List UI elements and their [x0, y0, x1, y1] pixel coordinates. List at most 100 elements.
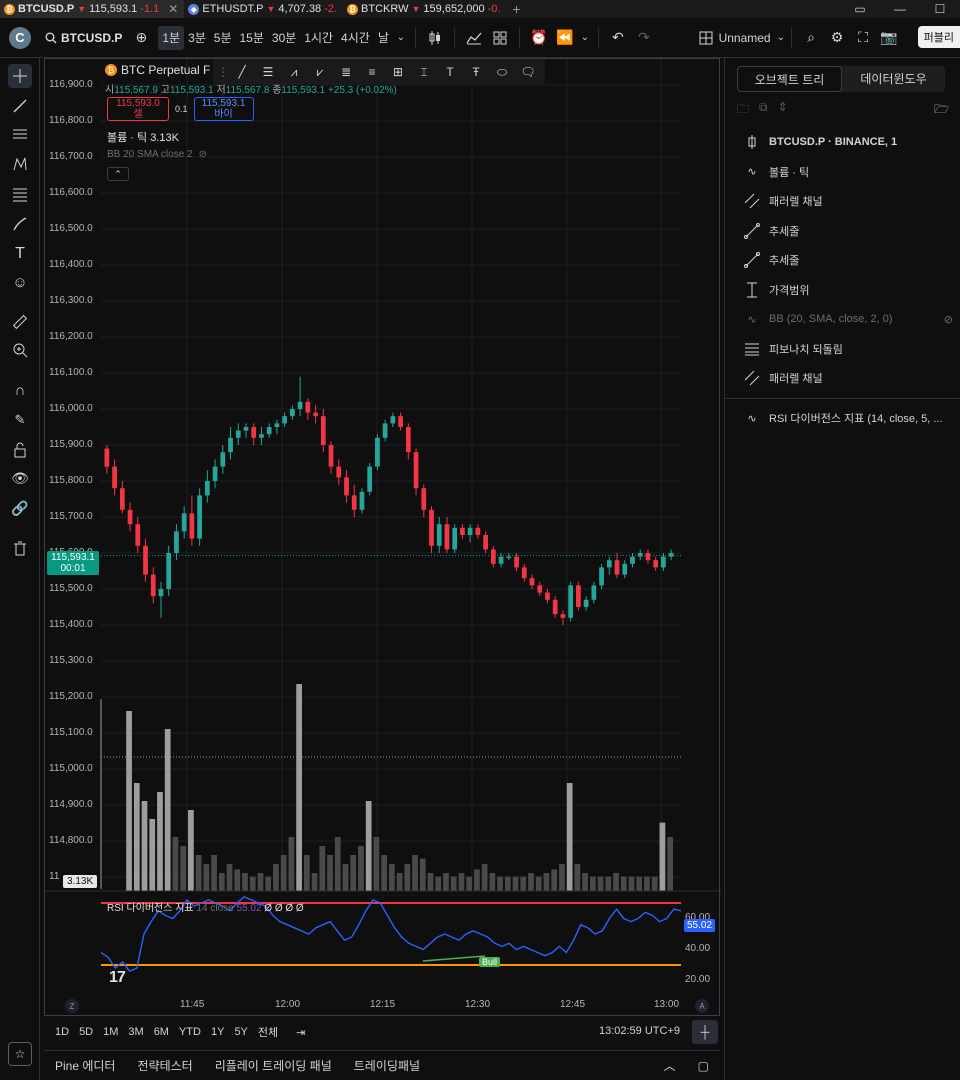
add-tab-button[interactable]: + — [512, 1, 521, 17]
tab-pine-editor[interactable]: Pine 에디터 — [55, 1059, 116, 1073]
trendline-tool-icon[interactable] — [8, 94, 32, 118]
comment-icon[interactable]: 🗨 — [520, 65, 536, 79]
redo-icon[interactable]: ↷ — [637, 29, 650, 45]
ruler-icon[interactable] — [8, 310, 32, 334]
fib-extension-icon[interactable]: ≡ — [368, 65, 376, 79]
brush-icon[interactable] — [8, 212, 32, 236]
range-1y[interactable]: 1Y — [210, 1026, 225, 1038]
object-tree-item[interactable]: 추세줄 — [743, 221, 953, 241]
range-ytd[interactable]: YTD — [178, 1026, 201, 1038]
tab-data-window[interactable]: 데이터윈도우 — [860, 72, 927, 86]
interval-5m[interactable]: 5분 — [213, 31, 232, 45]
emoji-icon[interactable]: ☺ — [12, 273, 28, 291]
interval-day[interactable]: 날 — [377, 31, 389, 45]
rsi-legend[interactable]: RSI 다이버전스 지표 14 close 55.02 Ø Ø Ø Ø — [107, 903, 304, 914]
buy-button[interactable]: 115,593.1 바이 — [193, 97, 254, 121]
horizontal-lines-icon[interactable] — [8, 122, 32, 146]
undo-icon[interactable]: ↶ — [611, 29, 624, 45]
utc-clock[interactable]: 13:02:59 UTC+9 — [598, 1025, 680, 1037]
minimize-icon[interactable]: — — [894, 2, 906, 16]
tradingview-logo[interactable]: 17 — [109, 969, 126, 986]
range-6m[interactable]: 6M — [153, 1026, 169, 1038]
object-tree-item[interactable]: ∿ BB (20, SMA, close, 2, 0) ⊘ — [743, 309, 953, 329]
trendline-tool-icon[interactable]: ╱ — [238, 65, 246, 79]
object-tree-item[interactable]: 패러렐 채널 — [743, 368, 953, 388]
interval-15m[interactable]: 15분 — [239, 31, 264, 45]
drag-handle-icon[interactable]: ⋮ — [217, 65, 229, 79]
tab-trading-panel[interactable]: 트레이딩패널 — [353, 1059, 421, 1073]
range-1m[interactable]: 1M — [103, 1026, 119, 1038]
user-avatar[interactable]: C — [9, 26, 31, 49]
interval-1m[interactable]: 1분 — [158, 25, 185, 50]
quick-search-icon[interactable]: ⌕ — [807, 29, 815, 45]
horizontal-lines-icon[interactable]: ☰ — [262, 65, 274, 79]
lock-pencil-icon[interactable]: ✎ — [14, 412, 26, 427]
fib-tool-icon[interactable] — [8, 182, 32, 206]
indicators-icon[interactable] — [461, 25, 487, 51]
rsi-indicator-item[interactable]: ∿ RSI 다이버전스 지표 (14, close, 5, ... — [743, 408, 953, 428]
text-tool-icon[interactable]: T — [446, 65, 454, 79]
sell-button[interactable]: 115,593.0 셀 — [107, 97, 169, 121]
interval-3m[interactable]: 3분 — [188, 31, 206, 45]
replay-icon[interactable]: ⏪ — [556, 29, 574, 45]
object-tree-item[interactable]: BTCUSD.P · BINANCE, 1 — [743, 132, 953, 152]
grid-tool-icon[interactable]: ⊞ — [392, 65, 404, 79]
tab-btckrw[interactable]: ₿ BTCKRW ▼ 159,652,000 -0. — [343, 0, 506, 18]
auto-scale-button[interactable]: A — [695, 999, 709, 1013]
chevron-down-icon[interactable]: ⌄ — [580, 32, 590, 43]
interval-1h[interactable]: 1시간 — [304, 31, 334, 45]
publish-button[interactable]: 퍼블리 — [917, 26, 960, 48]
templates-icon[interactable] — [487, 25, 513, 51]
alert-clock-icon[interactable]: ⏰ — [530, 29, 548, 45]
range-5y[interactable]: 5Y — [234, 1026, 248, 1038]
hidden-eye-icon[interactable]: ⊘ — [198, 149, 207, 160]
tab-replay-trading[interactable]: 리플레이 트레이딩 패널 — [214, 1059, 332, 1073]
xabcd-pattern-icon[interactable]: ⩘ — [290, 64, 298, 79]
go-to-date-icon[interactable]: ⇥ — [296, 1026, 306, 1039]
hidden-eye-icon[interactable]: ⊘ — [943, 313, 953, 326]
tab-object-tree[interactable]: 오브젝트 트리 — [737, 66, 842, 92]
layout-name-menu[interactable]: Unnamed ⌄ — [699, 31, 785, 45]
symbol-search[interactable]: BTCUSD.P — [45, 31, 122, 45]
callout-icon[interactable]: ⬭ — [496, 64, 508, 79]
maximize-panel-icon[interactable]: ▢ — [697, 1058, 709, 1073]
object-tree-item[interactable]: ∿ 볼륨 · 틱 — [743, 162, 953, 182]
collapse-legend-button[interactable]: ⌃ — [107, 167, 129, 181]
object-tree-item[interactable]: 추세줄 — [743, 250, 953, 270]
range-all[interactable]: 전체 — [257, 1027, 279, 1039]
crosshair-toggle-icon[interactable]: ┼ — [692, 1020, 718, 1044]
chevron-up-icon[interactable]: ︿ — [663, 1059, 676, 1073]
object-tree-item[interactable]: 패러렐 채널 — [743, 191, 953, 211]
fullscreen-icon[interactable]: ⛶ — [858, 29, 868, 45]
zoom-reset-button[interactable]: Z — [65, 999, 79, 1013]
chevron-down-icon[interactable]: ⌄ — [396, 32, 406, 43]
magnet-icon[interactable]: ∩ — [14, 381, 26, 399]
zoom-in-icon[interactable] — [8, 338, 32, 362]
folder-settings-icon[interactable]: 🗁 — [934, 102, 949, 116]
fib-retracement-icon[interactable]: ≣ — [340, 65, 352, 79]
compare-plus-icon[interactable]: ⊕ — [135, 29, 148, 45]
lock-icon[interactable] — [8, 438, 32, 462]
bb-legend[interactable]: BB 20 SMA close 2 ⊘ — [107, 149, 207, 160]
favorites-star-button[interactable]: ☆ — [8, 1042, 32, 1066]
layout-icon[interactable]: ▭ — [854, 2, 866, 16]
tab-btcusd[interactable]: ₿ BTCUSD.P ▼ 115,593.1 -1.1 ✕ — [0, 0, 185, 18]
text-tool-icon[interactable]: T — [15, 245, 25, 262]
object-tree-item[interactable]: 가격범위 — [743, 280, 953, 300]
tab-ethusdt[interactable]: ◆ ETHUSDT.P ▼ 4,707.38 -2. — [184, 0, 343, 18]
eye-icon[interactable]: 👁 — [11, 469, 29, 486]
trash-icon[interactable] — [8, 536, 32, 560]
clone-icon[interactable]: ⧉ — [759, 100, 768, 114]
settings-gear-icon[interactable]: ⚙ — [830, 29, 844, 45]
crosshair-icon[interactable] — [8, 64, 32, 88]
reorder-icon[interactable]: ⇕ — [777, 100, 788, 114]
maximize-icon[interactable]: ☐ — [934, 2, 946, 16]
anchored-text-icon[interactable]: Ŧ — [472, 65, 480, 79]
candle-type-icon[interactable] — [422, 25, 448, 51]
volume-legend[interactable]: 볼륨 · 틱 3.13K — [107, 132, 179, 144]
camera-icon[interactable]: 📷 — [880, 29, 898, 45]
chart-pane[interactable]: ₿ BTC Perpetual F ⋮ ╱ ☰ ⩘ ⩗ ≣ ≡ ⊞ ⌶ T Ŧ … — [44, 58, 721, 1016]
range-1d[interactable]: 1D — [55, 1026, 70, 1038]
interval-30m[interactable]: 30분 — [271, 31, 297, 45]
price-range-icon[interactable]: ⌶ — [420, 64, 428, 79]
